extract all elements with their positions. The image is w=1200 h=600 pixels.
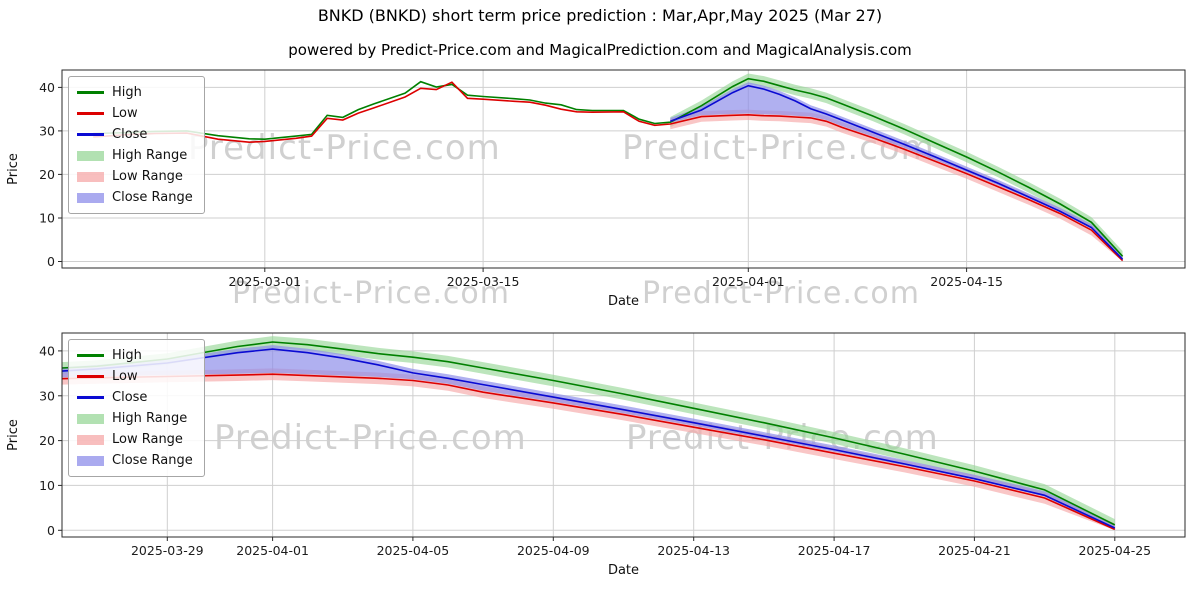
legend-item: High [77, 345, 193, 366]
high-line-swatch [77, 354, 104, 357]
svg-text:2025-04-01: 2025-04-01 [236, 543, 309, 558]
svg-text:2025-04-09: 2025-04-09 [517, 543, 590, 558]
svg-text:2025-04-25: 2025-04-25 [1078, 543, 1151, 558]
legend-item: Low [77, 103, 193, 124]
svg-text:2025-04-01: 2025-04-01 [712, 274, 785, 289]
legend-label: Close [112, 127, 148, 142]
svg-text:2025-03-15: 2025-03-15 [447, 274, 520, 289]
low-line-swatch [77, 112, 104, 115]
legend-item: High [77, 82, 193, 103]
svg-text:2025-04-15: 2025-04-15 [930, 274, 1003, 289]
legend-label: Close Range [112, 453, 193, 468]
svg-text:2025-04-21: 2025-04-21 [938, 543, 1011, 558]
svg-text:Date: Date [608, 563, 639, 578]
watermark-text: Predict-Price.com [188, 128, 501, 168]
svg-text:Date: Date [608, 294, 639, 309]
svg-text:Price: Price [6, 419, 21, 451]
legend-label: Low Range [112, 169, 183, 184]
legend-item: High Range [77, 145, 193, 166]
close-line-swatch [77, 133, 104, 136]
legend-item: Close [77, 387, 193, 408]
high-range-swatch [77, 150, 104, 161]
legend-label: Low [112, 369, 138, 384]
legend-label: High Range [112, 411, 188, 426]
legend-bottom-chart: High Low Close High Range Low Range Clos… [68, 339, 205, 477]
svg-text:40: 40 [39, 343, 55, 358]
low-range-swatch [77, 171, 104, 182]
svg-text:10: 10 [39, 211, 55, 226]
legend-item: Close [77, 124, 193, 145]
low-line-swatch [77, 375, 104, 378]
svg-text:0: 0 [47, 523, 55, 538]
high-line-swatch [77, 91, 104, 94]
svg-text:20: 20 [39, 433, 55, 448]
svg-text:2025-03-01: 2025-03-01 [228, 274, 301, 289]
legend-label: High Range [112, 148, 188, 163]
legend-label: High [112, 85, 142, 100]
legend-top-chart: High Low Close High Range Low Range Clos… [68, 76, 205, 214]
close-range-swatch [77, 192, 104, 203]
close-range-swatch [77, 455, 104, 466]
svg-text:2025-04-05: 2025-04-05 [377, 543, 450, 558]
legend-item: Low [77, 366, 193, 387]
low-range-swatch [77, 434, 104, 445]
legend-item: Low Range [77, 166, 193, 187]
svg-text:2025-03-29: 2025-03-29 [131, 543, 204, 558]
svg-text:0: 0 [47, 254, 55, 269]
legend-item: Close Range [77, 450, 193, 471]
close-line-swatch [77, 396, 104, 399]
watermark-text: Predict-Price.com [642, 276, 920, 311]
watermark-text: Predict-Price.com [214, 418, 527, 458]
chart-subtitle: powered by Predict-Price.com and Magical… [288, 41, 912, 59]
legend-label: Close Range [112, 190, 193, 205]
svg-text:10: 10 [39, 478, 55, 493]
svg-text:2025-04-13: 2025-04-13 [657, 543, 730, 558]
legend-item: Close Range [77, 187, 193, 208]
watermark-text: Predict-Price.com [232, 276, 510, 311]
legend-item: Low Range [77, 429, 193, 450]
svg-text:30: 30 [39, 123, 55, 138]
svg-text:2025-04-17: 2025-04-17 [798, 543, 871, 558]
chart-title: BNKD (BNKD) short term price prediction … [317, 6, 883, 25]
legend-label: Low [112, 106, 138, 121]
legend-item: High Range [77, 408, 193, 429]
legend-label: Close [112, 390, 148, 405]
svg-text:40: 40 [39, 80, 55, 95]
legend-label: High [112, 348, 142, 363]
svg-text:30: 30 [39, 388, 55, 403]
svg-text:Price: Price [6, 153, 21, 185]
legend-label: Low Range [112, 432, 183, 447]
svg-text:20: 20 [39, 167, 55, 182]
high-range-swatch [77, 413, 104, 424]
